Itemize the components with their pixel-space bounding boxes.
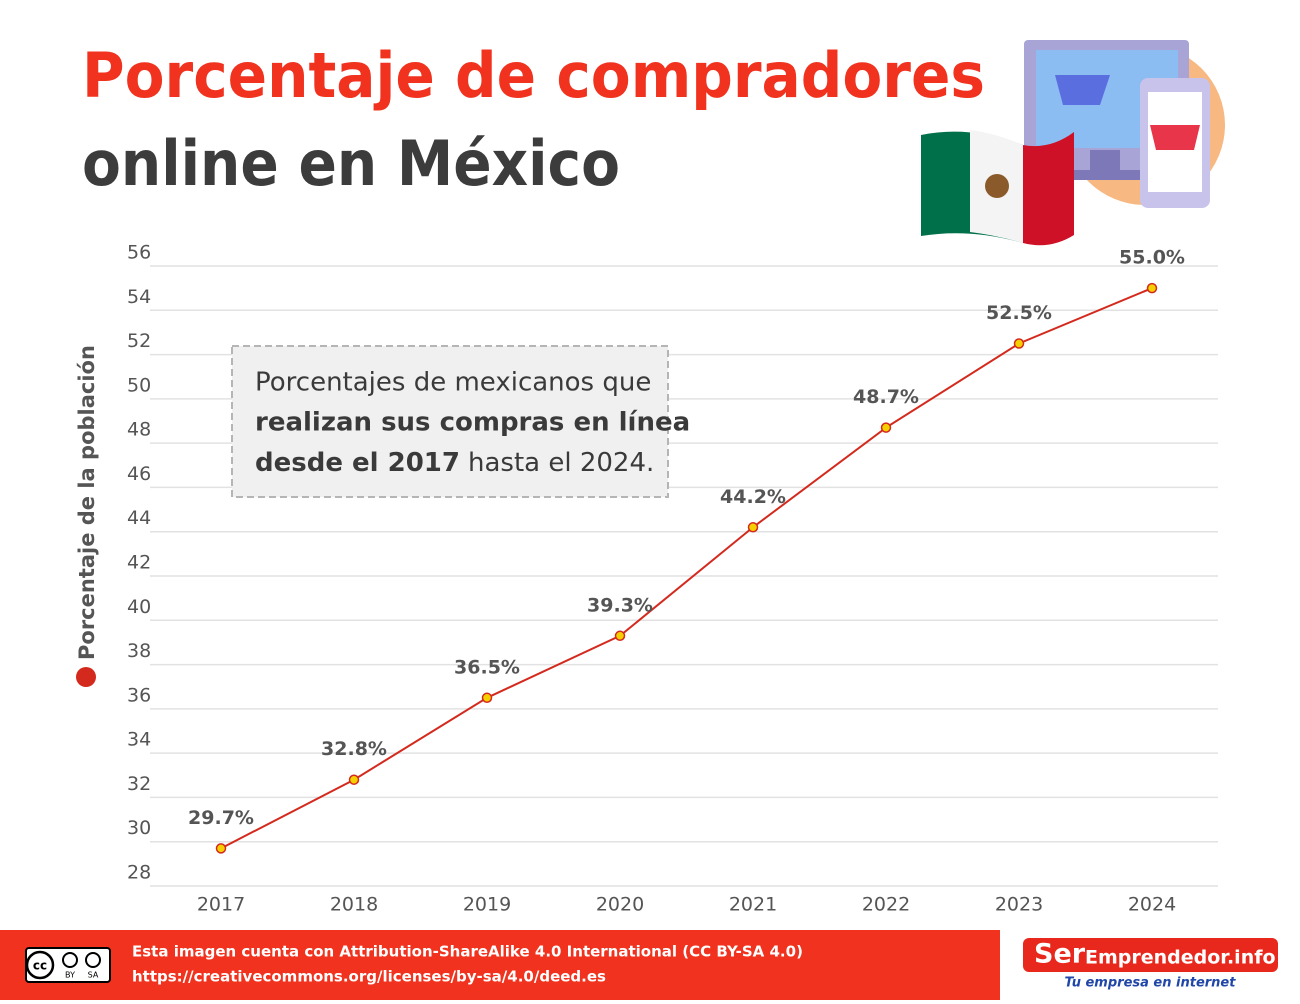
- data-label: 39.3%: [587, 594, 653, 616]
- y-tick-label: 56: [127, 242, 151, 264]
- y-axis-label: Porcentaje de la población: [75, 345, 99, 660]
- y-tick-label: 52: [127, 330, 151, 352]
- y-tick-label: 54: [127, 286, 151, 308]
- y-tick-label: 40: [127, 596, 151, 618]
- y-tick-label: 44: [127, 507, 151, 529]
- data-point: [1146, 282, 1158, 294]
- logo-ser: Ser: [1034, 939, 1086, 970]
- legend-marker: [76, 667, 96, 687]
- logo-box: [1023, 938, 1278, 972]
- data-point: [215, 843, 227, 854]
- data-label: 55.0%: [1119, 247, 1185, 269]
- data-point: [1013, 338, 1025, 349]
- annotation-bold: desde el 2017: [255, 448, 460, 478]
- data-point: [880, 422, 892, 433]
- footer-bar: [0, 930, 1000, 1000]
- x-tick-label: 2020: [596, 894, 644, 916]
- data-label: 29.7%: [188, 807, 254, 829]
- y-tick-label: 48: [127, 419, 151, 441]
- y-tick-label: 38: [127, 640, 151, 662]
- y-tick-label: 28: [127, 862, 151, 884]
- license-url: https://creativecommons.org/licenses/by-…: [132, 968, 606, 986]
- x-tick-label: 2024: [1128, 894, 1176, 916]
- badge-text: BY: [65, 971, 75, 980]
- data-label: 52.5%: [986, 302, 1052, 324]
- chart-subtitle: online en México: [82, 127, 620, 200]
- x-tick-label: 2017: [197, 894, 245, 916]
- x-tick-label: 2023: [995, 894, 1043, 916]
- data-point: [614, 630, 626, 642]
- data-label: 36.5%: [454, 656, 520, 678]
- data-point: [747, 522, 759, 533]
- y-tick-label: 32: [127, 773, 151, 795]
- logo-name: Emprendedor.info: [1085, 947, 1276, 969]
- annotation-text: desde el 2017 hasta el 2024.: [255, 448, 654, 478]
- data-label: 48.7%: [853, 386, 919, 408]
- series-line: [220, 287, 1153, 850]
- annotation-text: realizan sus compras en línea: [255, 408, 690, 438]
- y-tick-label: 34: [127, 729, 151, 751]
- y-tick-label: 36: [127, 684, 151, 706]
- x-tick-label: 2018: [330, 894, 378, 916]
- badge-text: cc: [33, 959, 47, 973]
- chart-title: Porcentaje de compradores: [82, 39, 985, 112]
- illustration: [921, 40, 1225, 246]
- annotation-text: hasta el 2024.: [468, 448, 654, 478]
- data-point: [481, 692, 493, 704]
- annotation-box: [231, 345, 669, 498]
- badge-text: SA: [88, 971, 99, 980]
- y-tick-label: 50: [127, 374, 151, 396]
- data-label: 44.2%: [720, 486, 786, 508]
- data-label: 32.8%: [321, 738, 387, 760]
- annotation-text: Porcentajes de mexicanos que: [255, 368, 651, 398]
- x-tick-label: 2019: [463, 894, 511, 916]
- plot: 28 30 32 34 36 38 40 42 44 46 48 50 52 54 56: [127, 242, 1218, 887]
- license-text: Esta imagen cuenta con Attribution-Share…: [132, 943, 803, 961]
- x-tick-label: 2022: [862, 894, 910, 916]
- y-tick-label: 46: [127, 463, 151, 485]
- data-point: [348, 774, 360, 785]
- y-tick-label: 30: [127, 817, 151, 839]
- x-tick-label: 2021: [729, 894, 777, 916]
- logo-tagline: Tu empresa en internet: [1065, 976, 1237, 991]
- license-badge: cc BY SA: [25, 947, 111, 983]
- y-tick-label: 42: [127, 552, 151, 574]
